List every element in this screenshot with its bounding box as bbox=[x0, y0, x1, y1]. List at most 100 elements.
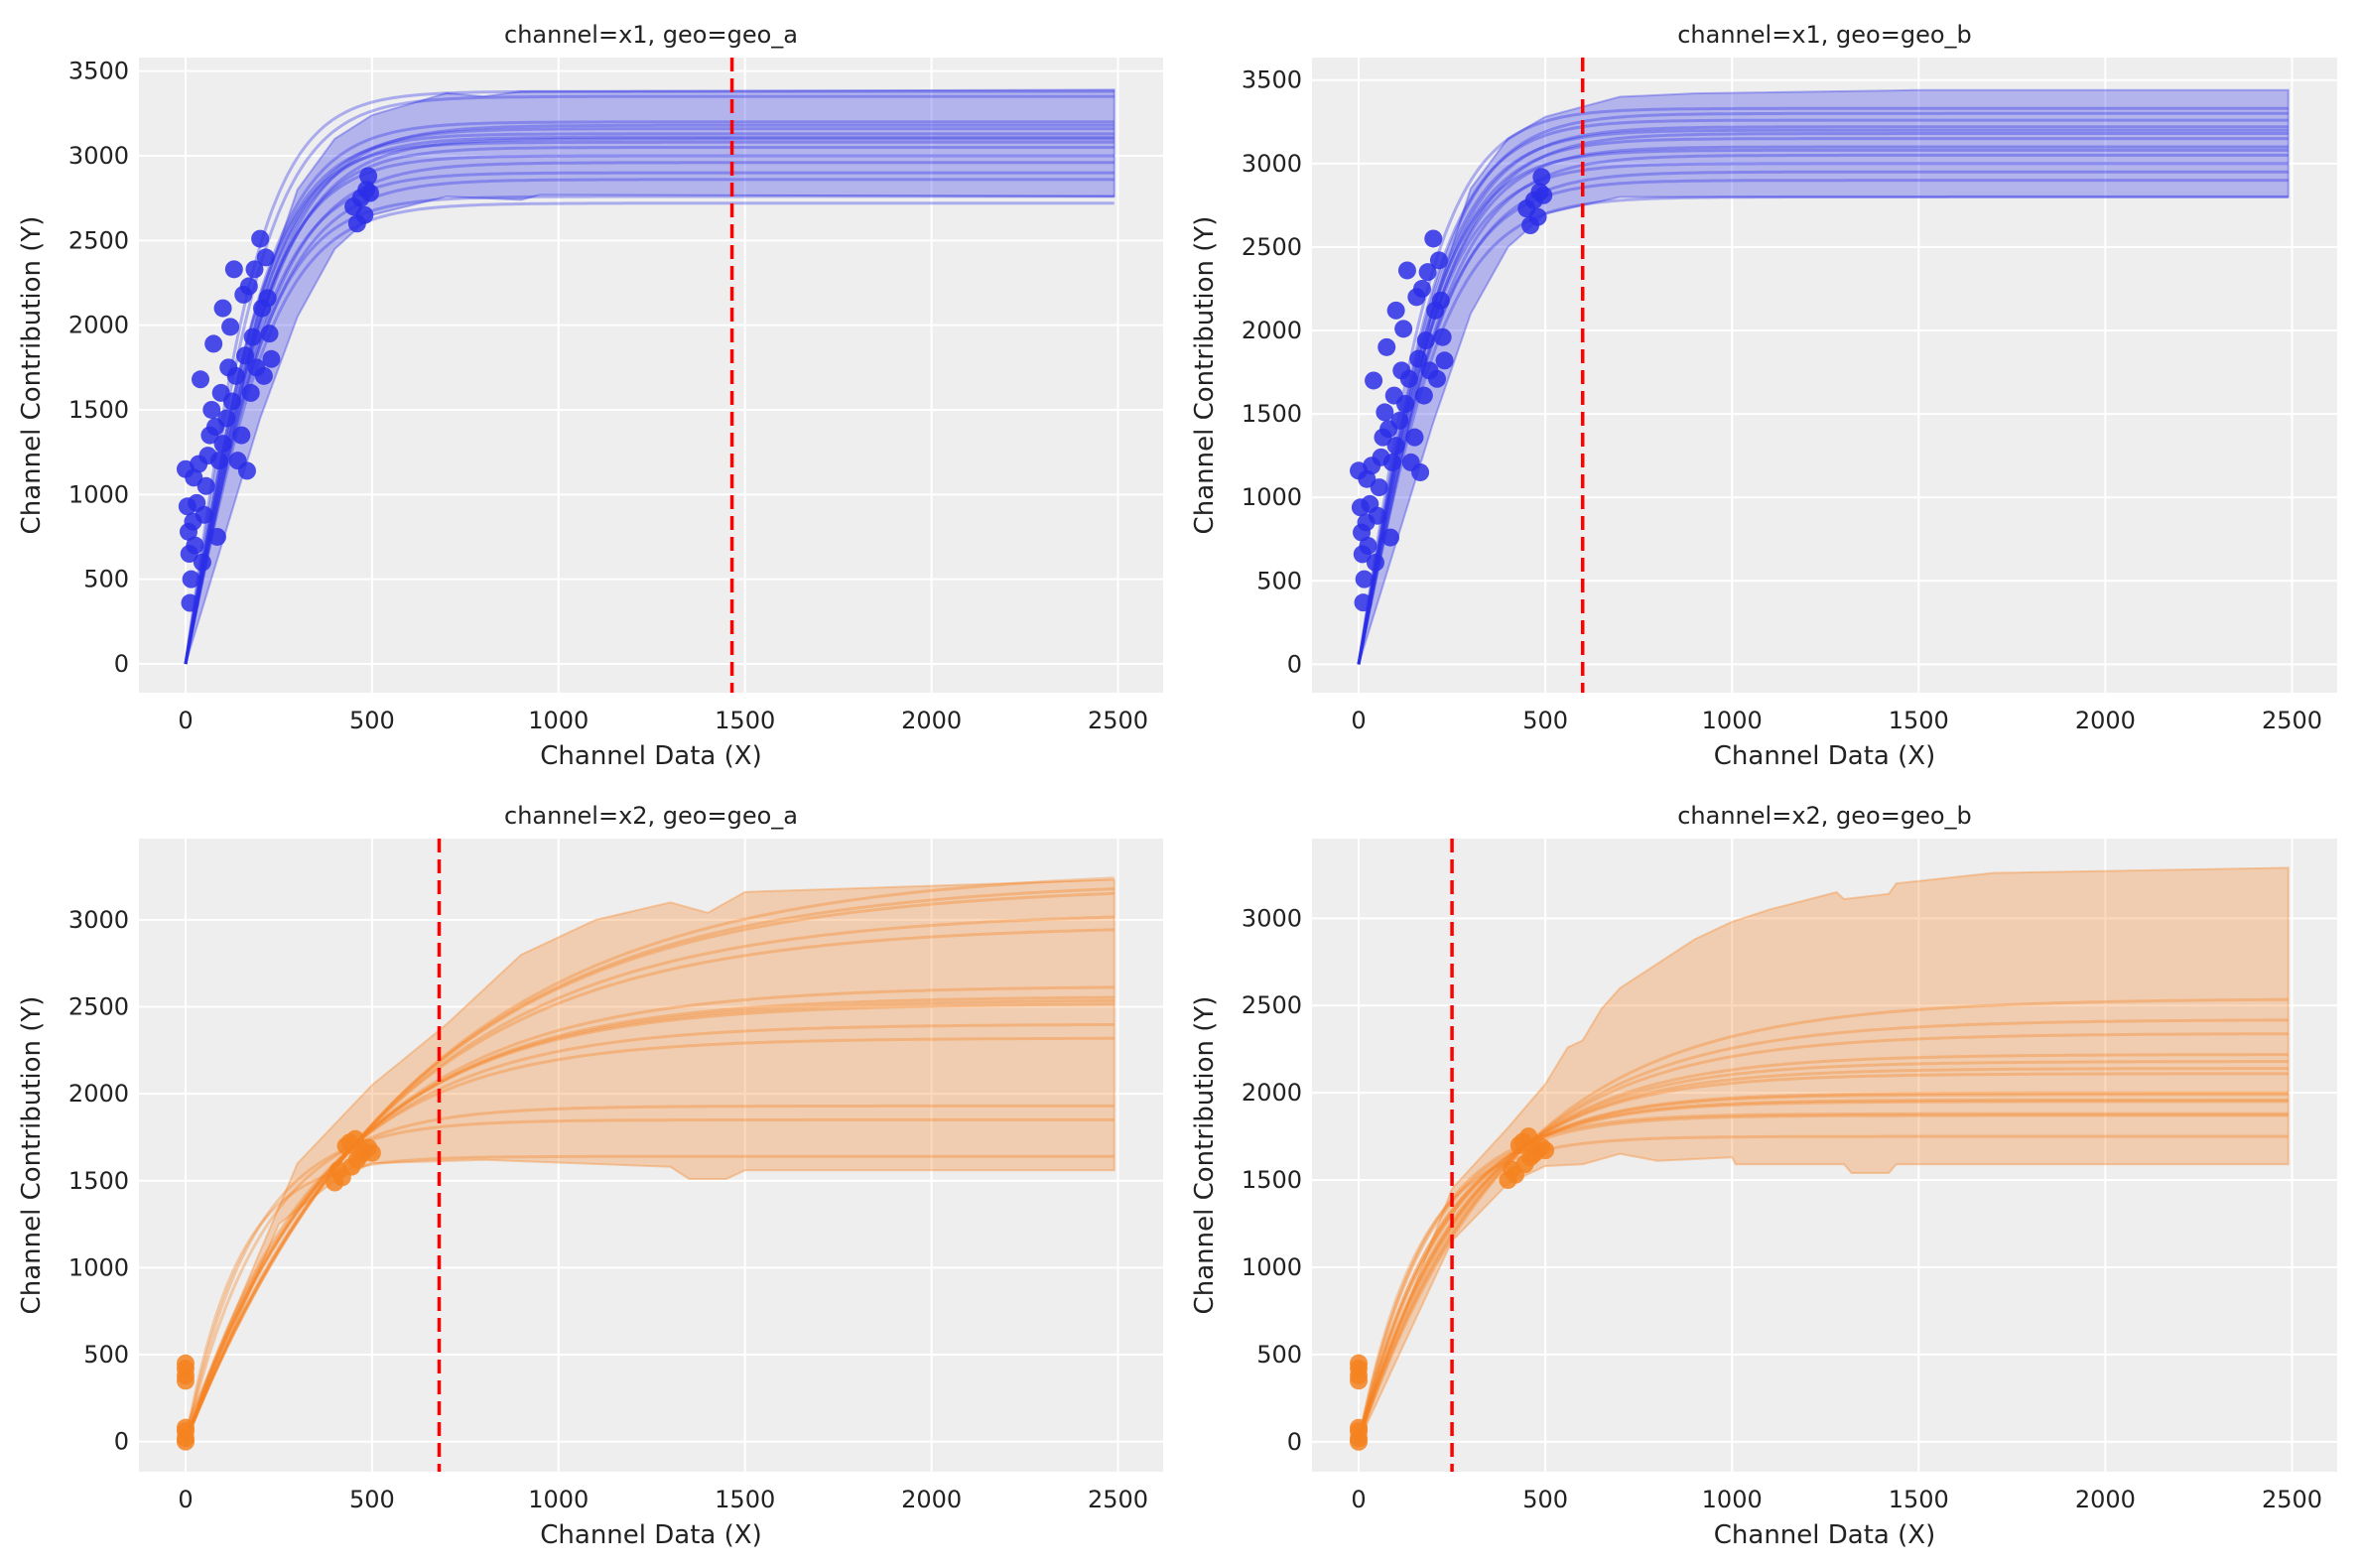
scatter-point bbox=[1386, 301, 1405, 320]
scatter-point bbox=[1386, 437, 1405, 456]
scatter-point bbox=[1519, 1127, 1538, 1146]
scatter-point bbox=[226, 366, 245, 385]
posterior-curve bbox=[1357, 145, 2289, 665]
scatter-point bbox=[176, 1354, 195, 1372]
scatter-point bbox=[251, 229, 270, 248]
plot-area bbox=[139, 58, 1163, 693]
scatter-point bbox=[241, 383, 260, 402]
scatter-point bbox=[192, 370, 210, 389]
scatter-point bbox=[207, 527, 226, 546]
y-tick-label: 1000 bbox=[68, 480, 129, 508]
scatter-point bbox=[213, 299, 232, 318]
scatter-point bbox=[195, 505, 213, 524]
hdi-band bbox=[1358, 88, 2290, 665]
y-tick-label: 500 bbox=[83, 1341, 129, 1369]
posterior-curve bbox=[1357, 1134, 2289, 1443]
scatter-point bbox=[355, 205, 374, 224]
scatter-point bbox=[197, 476, 215, 495]
scatter-point bbox=[1394, 320, 1413, 338]
y-tick-label: 3000 bbox=[68, 906, 129, 934]
y-tick-label: 2500 bbox=[68, 226, 129, 254]
x-tick-label: 1000 bbox=[528, 707, 589, 734]
scatter-point bbox=[260, 325, 279, 343]
x-tick-label: 1500 bbox=[715, 1486, 775, 1513]
y-tick-label: 500 bbox=[1256, 567, 1302, 594]
posterior-curve bbox=[184, 1036, 1114, 1443]
scatter-point bbox=[217, 409, 236, 428]
posterior-curve bbox=[1357, 118, 2289, 665]
scatter-point bbox=[1412, 279, 1431, 298]
x-tick-label: 1000 bbox=[1702, 1486, 1763, 1513]
x-tick-label: 2500 bbox=[2262, 1486, 2322, 1513]
posterior-curve bbox=[184, 1002, 1114, 1443]
scatter-point bbox=[193, 553, 211, 572]
posterior-curve bbox=[1357, 1053, 2289, 1443]
posterior-curve bbox=[184, 94, 1114, 665]
y-axis-label: Channel Contribution (Y) bbox=[1190, 216, 1220, 535]
scatter-point bbox=[1365, 371, 1383, 390]
x-axis-label: Channel Data (X) bbox=[1714, 1520, 1935, 1550]
posterior-curve bbox=[1357, 1067, 2289, 1443]
scatter-point bbox=[1359, 536, 1377, 555]
posterior-curve bbox=[184, 995, 1114, 1443]
posterior-curve bbox=[184, 1104, 1114, 1443]
scatter-point bbox=[1380, 528, 1399, 547]
x-tick-label: 500 bbox=[1522, 1486, 1568, 1513]
subplot-1: 0 500 1000 1500 2000 2500 0 500 1000 1500 2000 2500… bbox=[17, 21, 1163, 771]
scatter-point bbox=[1368, 506, 1386, 525]
posterior-curve bbox=[184, 120, 1114, 665]
scatter-point bbox=[204, 334, 223, 353]
scatter-point bbox=[1431, 291, 1450, 310]
subplot-title: channel=x1, geo=geo_b bbox=[1677, 21, 1972, 49]
x-tick-label: 0 bbox=[1351, 707, 1366, 734]
posterior-curve bbox=[1357, 1100, 2289, 1443]
scatter-point bbox=[256, 248, 275, 267]
y-tick-label: 0 bbox=[1287, 1428, 1302, 1456]
scatter-point bbox=[1424, 229, 1443, 248]
posterior-curve bbox=[1357, 148, 2289, 665]
scatter-point bbox=[245, 260, 264, 279]
scatter-point bbox=[1355, 570, 1374, 588]
scatter-point bbox=[237, 461, 256, 480]
y-axis-label: Channel Contribution (Y) bbox=[17, 996, 47, 1315]
scatter-point bbox=[1366, 553, 1384, 572]
hdi-band bbox=[184, 88, 1115, 665]
y-tick-label: 3000 bbox=[68, 142, 129, 170]
subplot-3: 0 500 1000 1500 2000 2500 0 500 1000 1500 2000 2500… bbox=[17, 802, 1163, 1550]
y-tick-label: 0 bbox=[114, 650, 129, 678]
scatter-point bbox=[1534, 186, 1553, 204]
scatter-point bbox=[1377, 337, 1396, 356]
y-tick-label: 2000 bbox=[1242, 1079, 1302, 1107]
posterior-curve bbox=[184, 171, 1114, 665]
posterior-curve bbox=[184, 146, 1114, 665]
scatter-point bbox=[1418, 263, 1437, 282]
scatter-point bbox=[1429, 251, 1448, 270]
posterior-curve bbox=[184, 928, 1114, 1443]
scatter-point bbox=[359, 167, 378, 186]
y-tick-label: 500 bbox=[83, 566, 129, 593]
scatter-point bbox=[345, 1129, 364, 1148]
posterior-curve bbox=[184, 999, 1114, 1443]
posterior-curve bbox=[184, 135, 1114, 665]
posterior-curve bbox=[184, 178, 1114, 665]
scatter-point bbox=[232, 426, 251, 445]
posterior-curve bbox=[1357, 137, 2289, 665]
scatter-point bbox=[221, 318, 240, 336]
posterior-curve bbox=[184, 195, 1114, 665]
scatter-point bbox=[1433, 327, 1452, 346]
x-axis-label: Channel Data (X) bbox=[1714, 741, 1935, 771]
posterior-curve bbox=[1357, 162, 2289, 665]
plot-area bbox=[1312, 839, 2337, 1472]
scatter-point bbox=[1397, 261, 1416, 280]
hdi-band bbox=[1358, 866, 2290, 1443]
scatter-point bbox=[1414, 386, 1433, 405]
y-tick-label: 500 bbox=[1256, 1341, 1302, 1369]
x-axis-label: Channel Data (X) bbox=[540, 741, 761, 771]
scatter-point bbox=[1536, 1141, 1555, 1160]
scatter-point bbox=[1428, 369, 1447, 388]
plot-area bbox=[139, 839, 1163, 1472]
scatter-point bbox=[243, 327, 262, 346]
scatter-point bbox=[209, 452, 228, 470]
x-tick-label: 1500 bbox=[1889, 1486, 1949, 1513]
